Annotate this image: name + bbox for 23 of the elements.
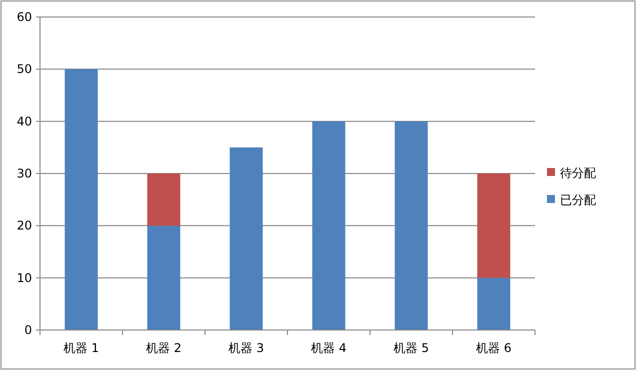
legend-label: 待分配	[560, 166, 596, 180]
bar	[312, 121, 346, 330]
legend-label: 已分配	[560, 193, 596, 207]
bar	[477, 174, 510, 278]
x-tick-label: 机器 1	[64, 341, 99, 355]
y-tick-label: 40	[16, 114, 32, 128]
x-tick-label: 机器 4	[311, 341, 346, 355]
y-tick-label: 50	[16, 62, 32, 76]
y-tick-label: 0	[24, 323, 32, 337]
x-tick-label: 机器 6	[476, 341, 512, 355]
y-tick-label: 10	[16, 270, 32, 285]
y-tick-label: 20	[16, 218, 32, 233]
bar	[394, 121, 428, 330]
bar	[230, 147, 263, 330]
x-tick-label: 机器 2	[146, 341, 182, 355]
bar	[64, 69, 98, 330]
y-tick-label: 60	[16, 10, 32, 24]
x-tick-label: 机器 5	[394, 341, 429, 355]
bar	[477, 278, 510, 330]
x-tick-label: 机器 3	[228, 341, 264, 355]
y-tick-label: 30	[16, 166, 32, 180]
bar	[147, 226, 180, 330]
bar	[147, 174, 180, 226]
